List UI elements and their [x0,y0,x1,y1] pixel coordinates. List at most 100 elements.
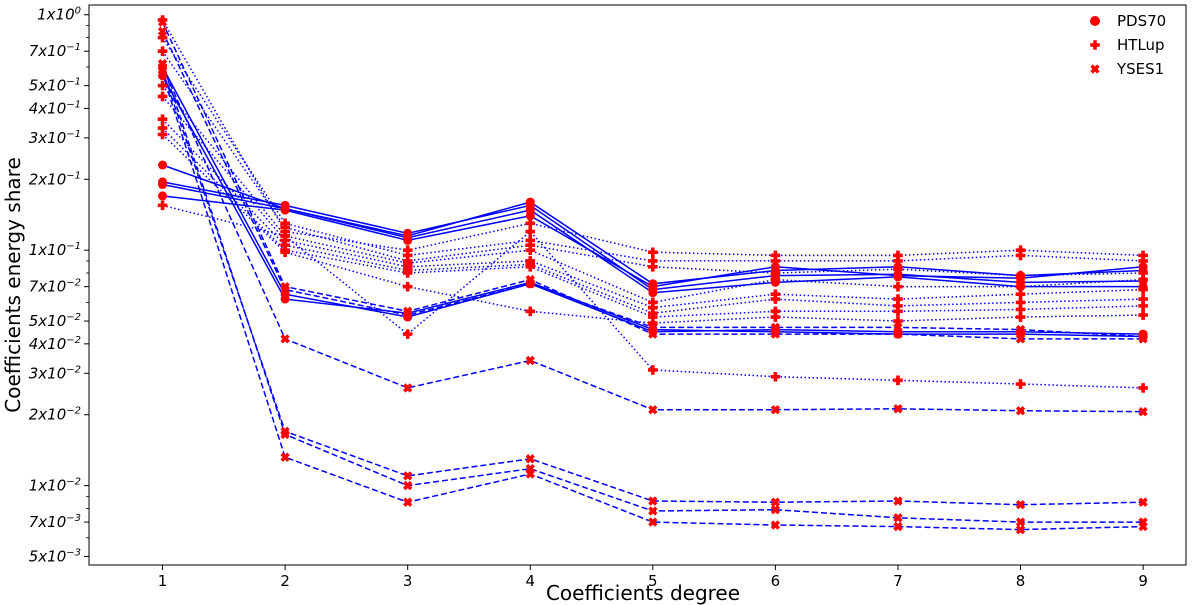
data-point-htlup [525,261,536,272]
y-tick-label: 5x10−2 [29,312,81,330]
data-point-htlup [157,46,168,57]
data-point-htlup [402,250,413,261]
data-point-yses1 [157,69,168,79]
data-point-htlup [157,129,168,140]
legend: PDS70 HTLup YSES1 [1090,12,1166,78]
data-point-htlup [893,316,903,326]
data-point-htlup [1138,274,1148,285]
data-point-htlup [1015,304,1026,315]
data-point-htlup [770,371,781,382]
data-point-yses1 [893,496,903,506]
data-point-yses1 [1138,497,1148,507]
data-point-yses1 [1138,407,1148,417]
data-point-htlup [280,240,290,250]
y-tick-label: 2x10−2 [29,406,81,424]
data-point-yses1 [893,322,903,333]
data-point-htlup [893,294,903,304]
data-point-htlup [648,247,658,258]
series-line-yses1-20 [161,73,1144,531]
data-point-yses1 [648,517,658,527]
axes-layer: 1 2 3 4 5 6 7 8 9 1x100 7x10−1 5x10−1 4x10−1 3x10−1 2x… [29,6,1148,590]
data-point-htlup [525,245,536,255]
data-point-htlup [893,250,903,261]
data-point-yses1 [648,405,658,415]
data-point-yses1 [403,471,413,481]
data-point-htlup [1015,250,1026,261]
data-point-pds70 [158,191,168,201]
y-tick-label: 3x10−2 [29,364,81,382]
data-point-htlup [157,32,168,43]
data-point-htlup [770,256,781,266]
data-point-yses1 [648,496,658,506]
y-tick-label: 5x10−1 [29,77,81,95]
data-point-htlup [770,250,781,261]
data-point-htlup [1138,294,1148,304]
data-point-htlup [1138,256,1148,266]
data-point-yses1 [1015,334,1026,344]
data-point-htlup [648,365,658,375]
data-point-yses1 [893,521,903,532]
data-point-yses1 [770,520,781,530]
data-point-yses1 [1015,517,1026,527]
data-point-yses1 [648,322,658,333]
data-point-htlup [648,312,658,322]
data-point-pds70 [525,211,535,221]
data-point-htlup [1015,379,1026,389]
legend-label-yses1: YSES1 [1116,60,1164,78]
legend-label-pds70: PDS70 [1117,12,1166,30]
data-point-yses1 [525,454,535,464]
x-tick-label: 2 [280,572,290,590]
data-point-htlup [648,318,658,328]
data-point-htlup [648,261,658,272]
data-point-htlup [525,226,536,237]
data-point-htlup [893,264,903,275]
data-point-pds70 [770,262,780,272]
data-point-yses1 [280,284,290,295]
y-tick-label: 4x10−2 [29,335,81,353]
y-tick-label: 1x10−2 [29,477,81,495]
data-point-htlup [648,302,658,313]
data-point-yses1 [157,26,168,37]
x-tick-label: 6 [771,572,781,590]
data-point-htlup [525,306,536,317]
x-tick-label: 8 [1016,572,1026,590]
y-tick-label: 2x10−1 [29,170,81,188]
y-tick-label: 5x10−3 [29,547,81,565]
y-tick-label: 7x10−3 [29,513,81,531]
x-tick-label: 1 [158,572,168,590]
series-line-yses1-18 [161,70,1144,506]
legend-label-htlup: HTLup [1117,36,1165,54]
data-point-yses1 [403,310,413,320]
data-point-htlup [893,301,903,311]
data-point-htlup [1015,270,1026,281]
data-point-htlup [1138,310,1148,320]
data-point-htlup [1015,289,1026,300]
data-point-yses1 [770,505,781,515]
y-axis-label: Coefficients energy share [1,157,25,412]
data-point-yses1 [280,452,290,462]
data-point-htlup [770,268,781,278]
data-point-pds70 [280,205,290,215]
data-point-htlup [157,114,168,125]
data-point-htlup [770,312,781,322]
data-point-yses1 [280,429,290,440]
data-point-yses1 [1138,521,1148,532]
data-point-yses1 [1015,499,1026,510]
data-point-htlup [770,274,781,285]
data-point-yses1 [403,383,413,393]
data-point-htlup [402,281,413,292]
data-point-htlup [893,281,903,292]
data-point-yses1 [1015,406,1026,416]
data-point-htlup [1138,250,1148,261]
data-point-htlup [157,123,168,133]
data-point-htlup [280,247,290,258]
data-point-yses1 [893,513,903,523]
legend-marker-htlup [1090,40,1100,50]
y-tick-label: 3x10−1 [29,129,81,147]
data-point-htlup [1015,281,1026,292]
data-point-yses1 [157,58,168,69]
data-point-pds70 [893,271,903,281]
data-point-pds70 [158,180,168,190]
x-tick-label: 4 [525,572,535,590]
data-point-htlup [525,218,536,229]
